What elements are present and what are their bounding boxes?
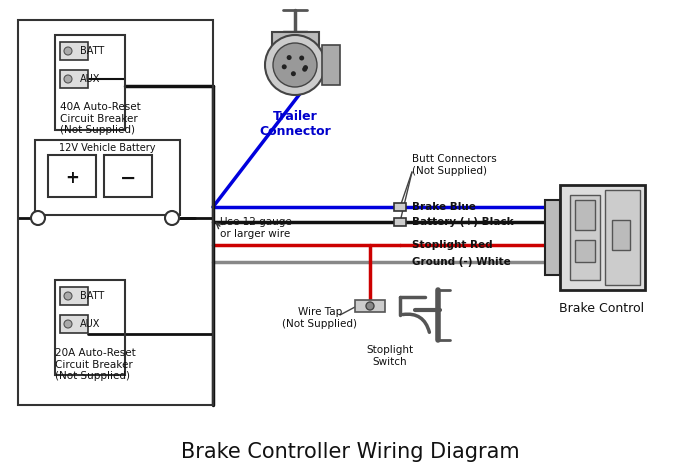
Bar xyxy=(322,45,340,85)
Bar xyxy=(612,220,630,250)
Text: BATT: BATT xyxy=(80,291,104,301)
Text: Brake Controller Wiring Diagram: Brake Controller Wiring Diagram xyxy=(181,442,519,462)
Circle shape xyxy=(265,35,325,95)
Circle shape xyxy=(64,47,72,55)
Bar xyxy=(55,280,125,375)
Bar xyxy=(60,315,88,333)
Text: Ground (-) White: Ground (-) White xyxy=(412,257,511,267)
Text: Brake Control: Brake Control xyxy=(559,302,645,315)
Bar xyxy=(60,42,88,60)
Circle shape xyxy=(165,211,179,225)
Bar xyxy=(60,70,88,88)
Circle shape xyxy=(64,75,72,83)
Text: Stoplight
Switch: Stoplight Switch xyxy=(366,345,414,366)
Bar xyxy=(394,203,406,211)
Circle shape xyxy=(31,211,45,225)
Bar xyxy=(545,200,560,275)
Circle shape xyxy=(303,65,308,70)
Circle shape xyxy=(299,56,304,60)
Text: AUX: AUX xyxy=(80,319,100,329)
Circle shape xyxy=(281,65,287,69)
Bar xyxy=(35,140,180,215)
Circle shape xyxy=(302,67,307,72)
Circle shape xyxy=(64,320,72,328)
Text: 40A Auto-Reset
Circuit Breaker
(Not Supplied): 40A Auto-Reset Circuit Breaker (Not Supp… xyxy=(60,102,141,135)
Text: Brake Blue: Brake Blue xyxy=(412,202,476,212)
Circle shape xyxy=(64,292,72,300)
Bar xyxy=(272,32,319,47)
Text: 20A Auto-Reset
Circuit Breaker
(Not Supplied): 20A Auto-Reset Circuit Breaker (Not Supp… xyxy=(55,348,136,381)
Bar xyxy=(560,185,645,290)
Text: Battery (+) Black: Battery (+) Black xyxy=(412,217,514,227)
Bar xyxy=(575,240,595,262)
Text: +: + xyxy=(65,169,79,187)
Circle shape xyxy=(273,43,317,87)
Text: Trailer
Connector: Trailer Connector xyxy=(259,110,331,138)
Text: BATT: BATT xyxy=(80,46,104,56)
Bar xyxy=(605,190,640,285)
Bar xyxy=(355,300,385,312)
Bar xyxy=(104,155,152,197)
Bar xyxy=(48,155,96,197)
Bar xyxy=(60,287,88,305)
Text: Use 12 gauge
or larger wire: Use 12 gauge or larger wire xyxy=(220,217,292,239)
Text: AUX: AUX xyxy=(80,74,100,84)
Text: −: − xyxy=(120,169,136,187)
Bar xyxy=(394,218,406,226)
Bar xyxy=(570,195,600,280)
Text: 12V Vehicle Battery: 12V Vehicle Battery xyxy=(59,143,155,153)
Bar xyxy=(575,200,595,230)
Bar xyxy=(55,35,125,130)
Text: Butt Connectors
(Not Supplied): Butt Connectors (Not Supplied) xyxy=(412,154,497,176)
Circle shape xyxy=(286,55,292,60)
Text: Stoplight Red: Stoplight Red xyxy=(412,240,493,250)
Bar xyxy=(18,20,213,405)
Circle shape xyxy=(291,71,296,76)
Text: Wire Tap
(Not Supplied): Wire Tap (Not Supplied) xyxy=(283,307,358,329)
Circle shape xyxy=(366,302,374,310)
